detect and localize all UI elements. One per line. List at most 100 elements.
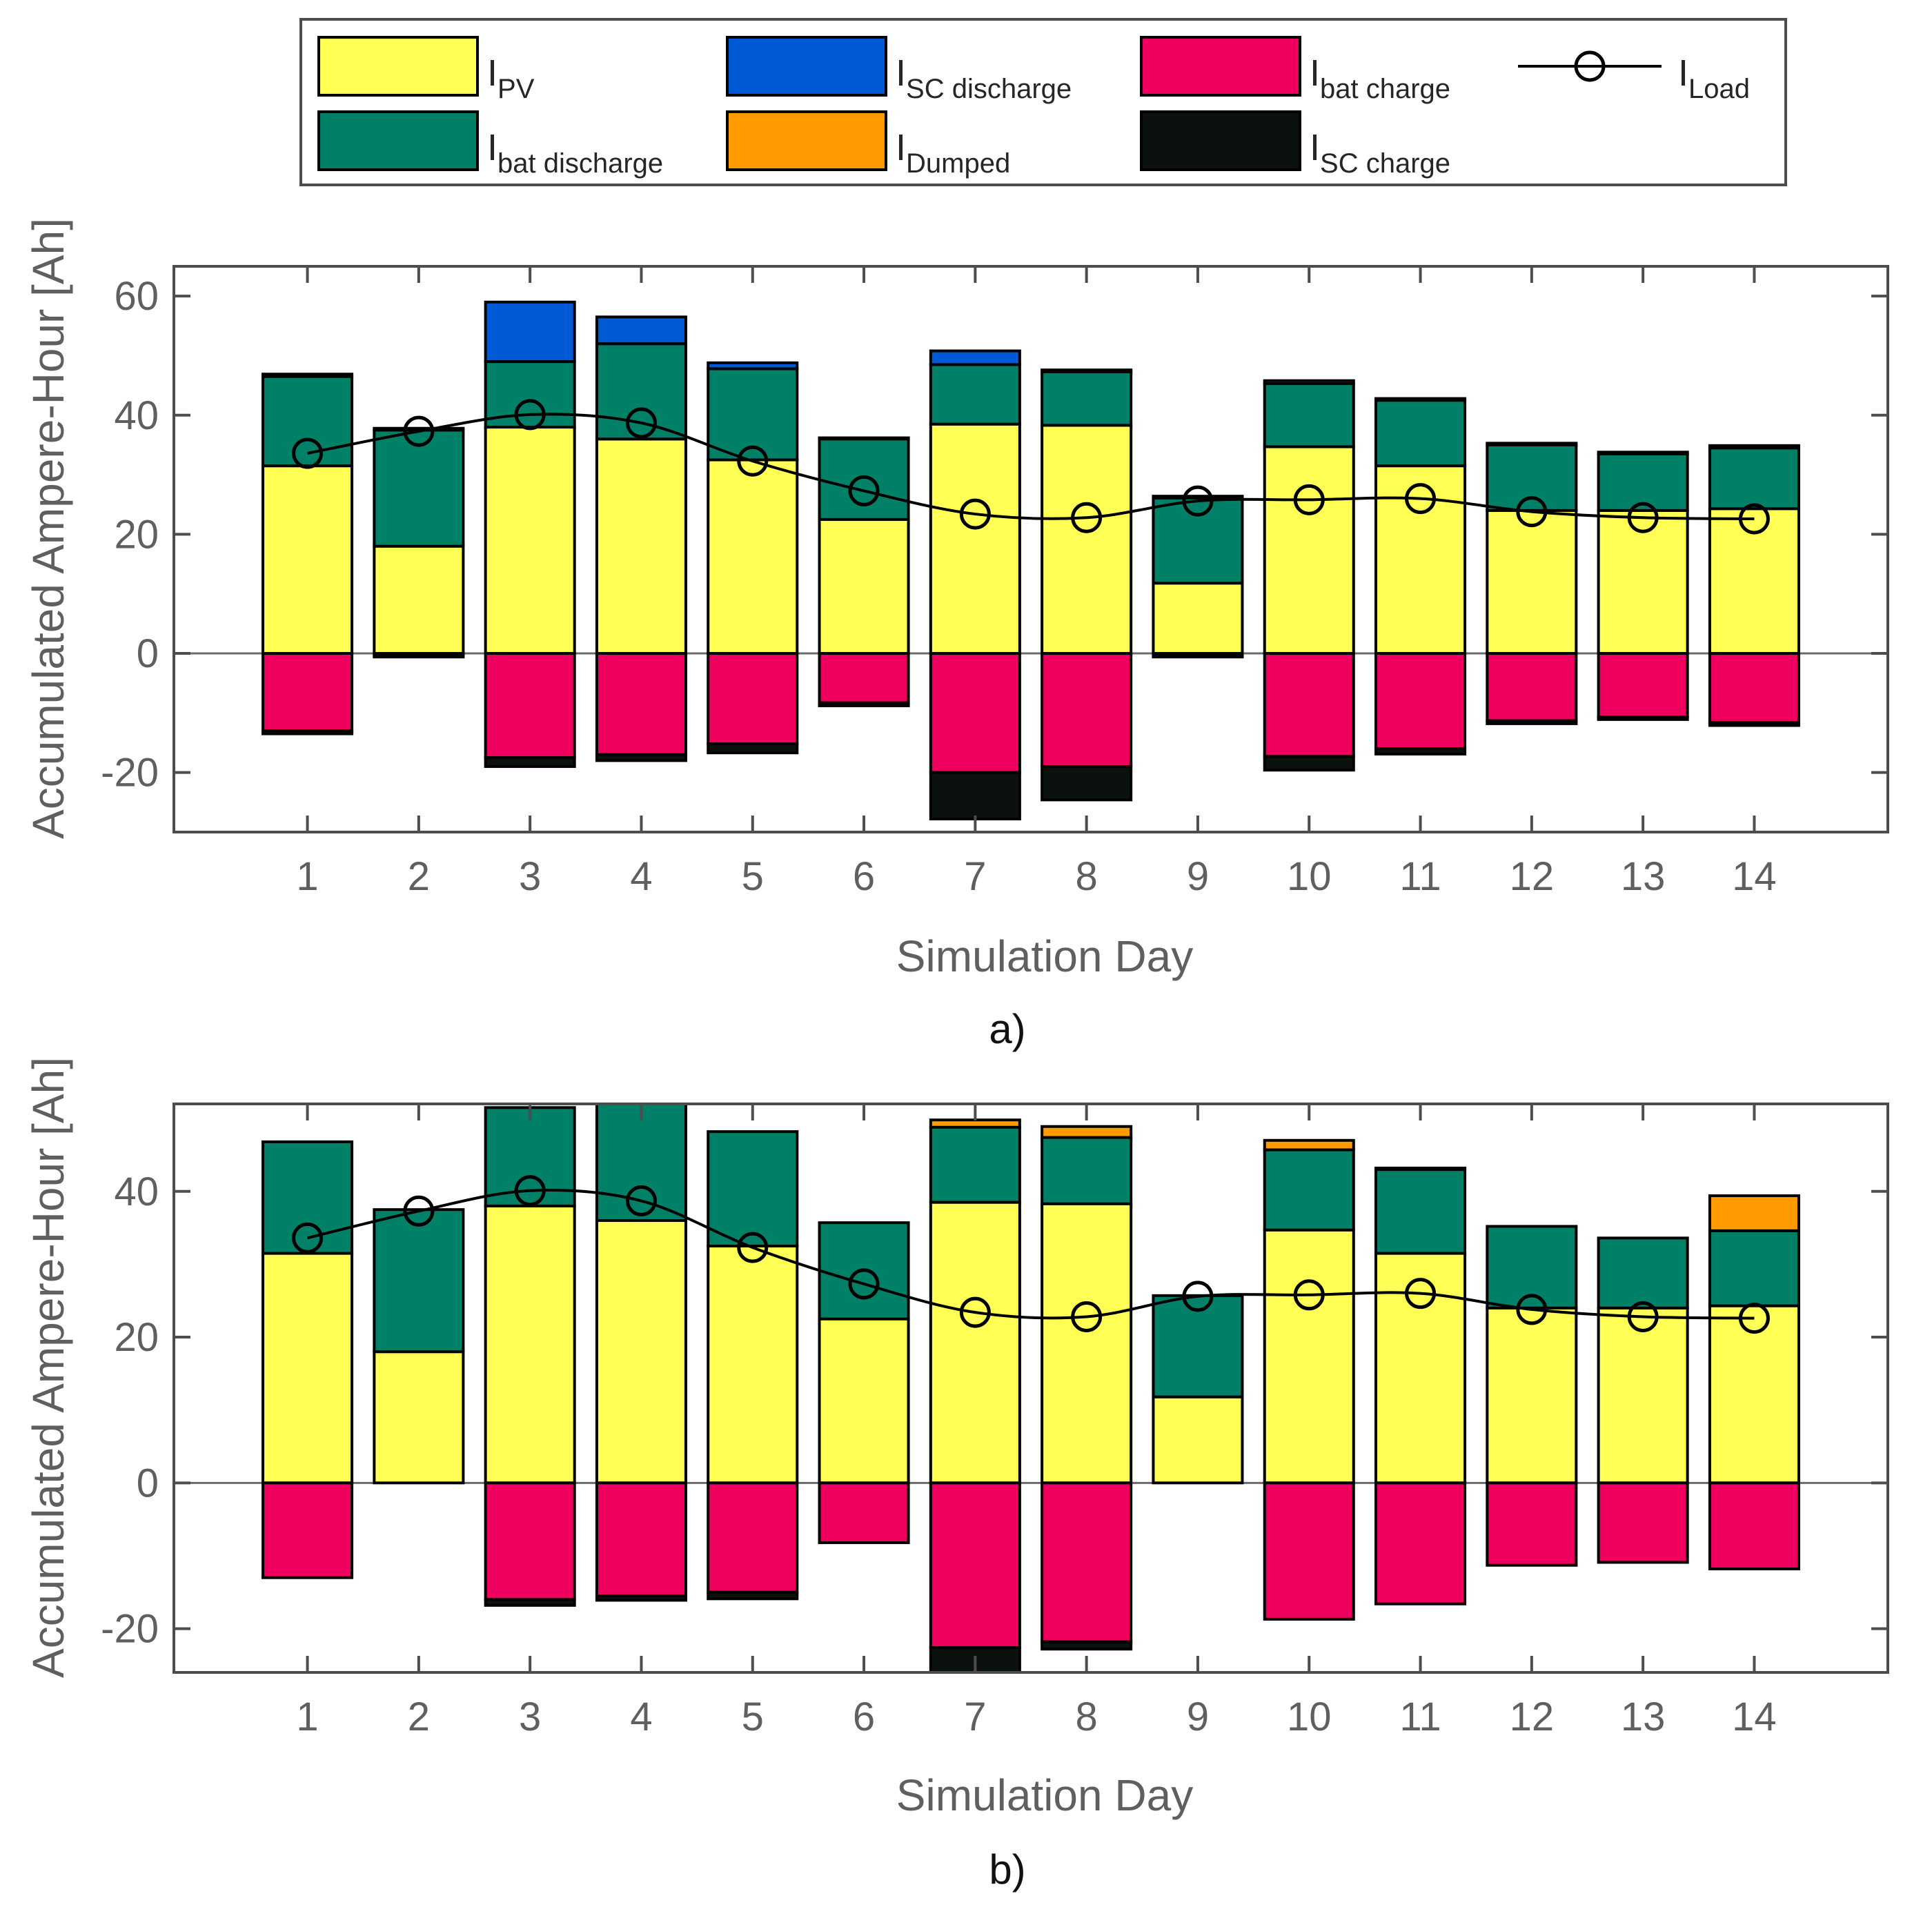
x-tick-label: 8	[1076, 1694, 1098, 1739]
bar-sc_charge-day-10	[1263, 755, 1355, 772]
load-line	[307, 1189, 1755, 1320]
bar-sc_charge-day-14	[1708, 721, 1800, 727]
bar-bat_discharge-day-6	[818, 1221, 910, 1321]
bar-bat_charge-day-12	[1486, 652, 1578, 722]
bar-bat_charge-day-7	[929, 652, 1021, 774]
bar-pv-day-14	[1708, 507, 1800, 655]
legend-swatch-pv	[317, 36, 479, 97]
bar-bat_discharge-day-11	[1374, 1168, 1467, 1255]
bars	[262, 300, 1800, 821]
bar-bat_charge-day-1	[262, 652, 354, 733]
bar-pv-day-8	[1041, 1202, 1133, 1485]
bar-bat_discharge-day-10	[1263, 382, 1355, 448]
bar-bat_charge-day-11	[1374, 1481, 1467, 1605]
legend-swatch-sc_charge	[1140, 110, 1301, 171]
bar-sc_charge-day-6	[818, 701, 910, 708]
x-axis-label: Simulation Day	[896, 1770, 1193, 1820]
bar-bat_discharge-day-4	[595, 342, 687, 441]
y-tick-label: 0	[137, 1461, 159, 1505]
bar-sc_charge-day-5	[707, 1590, 799, 1601]
bar-dumped-day-10	[1263, 1138, 1355, 1152]
bar-sc_discharge-day-11	[1374, 397, 1467, 402]
bar-pv-day-3	[484, 1204, 576, 1485]
bar-bat_discharge-day-11	[1374, 399, 1467, 468]
load-point-day-6	[848, 475, 880, 506]
bar-bat_charge-day-13	[1597, 652, 1689, 719]
y-tick-label: 20	[114, 512, 159, 557]
load-point-day-3	[514, 1175, 546, 1207]
bar-sc_discharge-day-1	[262, 373, 354, 378]
bar-bat_charge-day-8	[1041, 652, 1133, 769]
load-point-day-6	[848, 1268, 880, 1300]
bar-bat_discharge-day-7	[929, 363, 1021, 426]
bar-bat_discharge-day-8	[1041, 1136, 1133, 1205]
load-point-day-12	[1516, 496, 1548, 528]
bar-pv-day-13	[1597, 1306, 1689, 1485]
x-tick-label: 2	[408, 854, 430, 899]
x-tick-label: 6	[853, 854, 875, 899]
legend-swatch-bat_discharge	[317, 110, 479, 171]
bar-bat_charge-day-10	[1263, 1481, 1355, 1621]
x-tick-label: 1	[296, 1694, 318, 1739]
bar-pv-day-12	[1486, 1306, 1578, 1485]
bar-bat_charge-day-4	[595, 1481, 687, 1598]
bar-sc_charge-day-3	[484, 756, 576, 769]
x-tick-label: 7	[964, 1694, 986, 1739]
bar-bat_discharge-day-14	[1708, 1229, 1800, 1307]
bar-bat_charge-day-1	[262, 1481, 354, 1579]
bars	[262, 1104, 1800, 1672]
bar-bat_discharge-day-13	[1597, 1236, 1689, 1310]
x-tick-label: 6	[853, 1694, 875, 1739]
bar-bat_discharge-day-12	[1486, 443, 1578, 512]
x-tick-label: 10	[1287, 1694, 1332, 1739]
bar-dumped-day-8	[1041, 1125, 1133, 1139]
bar-pv-day-7	[929, 1200, 1021, 1485]
load-point-day-12	[1516, 1294, 1548, 1325]
bar-sc_discharge-day-4	[595, 315, 687, 346]
load-point-day-5	[737, 1232, 769, 1263]
bar-pv-day-5	[707, 458, 799, 655]
load-point-day-2	[403, 415, 435, 447]
bar-sc_charge-day-1	[262, 729, 354, 735]
bar-dumped-day-7	[929, 1118, 1021, 1129]
bar-pv-day-5	[707, 1245, 799, 1485]
bar-bat_charge-day-3	[484, 652, 576, 760]
y-tick-label: 60	[114, 274, 159, 319]
bar-bat_charge-day-12	[1486, 1481, 1578, 1567]
chart-caption: a)	[989, 1006, 1025, 1052]
bar-pv-day-1	[262, 464, 354, 655]
bar-sc_discharge-day-14	[1708, 444, 1800, 450]
bar-sc_charge-day-7	[929, 771, 1021, 821]
bar-bat_discharge-day-14	[1708, 446, 1800, 511]
bar-pv-day-6	[818, 517, 910, 655]
load-point-day-7	[959, 498, 991, 530]
x-tick-label: 7	[964, 854, 986, 899]
y-tick-label: -20	[101, 1607, 159, 1652]
bar-sc_discharge-day-2	[373, 426, 465, 432]
bar-pv-day-4	[595, 1219, 687, 1485]
bar-sc_discharge-day-9	[1152, 495, 1244, 500]
x-axis-label: Simulation Day	[896, 931, 1193, 981]
x-tick-label: 9	[1187, 854, 1209, 899]
bar-bat_charge-day-13	[1597, 1481, 1689, 1564]
bar-bat_charge-day-11	[1374, 652, 1467, 751]
bar-pv-day-9	[1152, 1395, 1244, 1485]
x-tick-label: 3	[519, 1694, 541, 1739]
load-point-day-5	[737, 445, 769, 477]
load-point-day-13	[1627, 1301, 1659, 1332]
bar-bat_charge-day-6	[818, 652, 910, 704]
load-point-day-1	[292, 437, 324, 469]
bar-bat_charge-day-5	[707, 652, 799, 746]
bar-sc_charge-day-12	[1486, 719, 1578, 725]
legend-swatch-bat_charge	[1140, 36, 1301, 97]
x-tick-label: 14	[1732, 854, 1777, 899]
x-tick-label: 9	[1187, 1694, 1209, 1739]
bar-bat_discharge-day-2	[373, 1208, 465, 1354]
legend-box	[299, 18, 1787, 186]
bar-bat_discharge-day-10	[1263, 1148, 1355, 1232]
bar-bat_charge-day-8	[1041, 1481, 1133, 1643]
bar-pv-day-10	[1263, 445, 1355, 655]
bar-sc_charge-day-8	[1041, 765, 1133, 802]
